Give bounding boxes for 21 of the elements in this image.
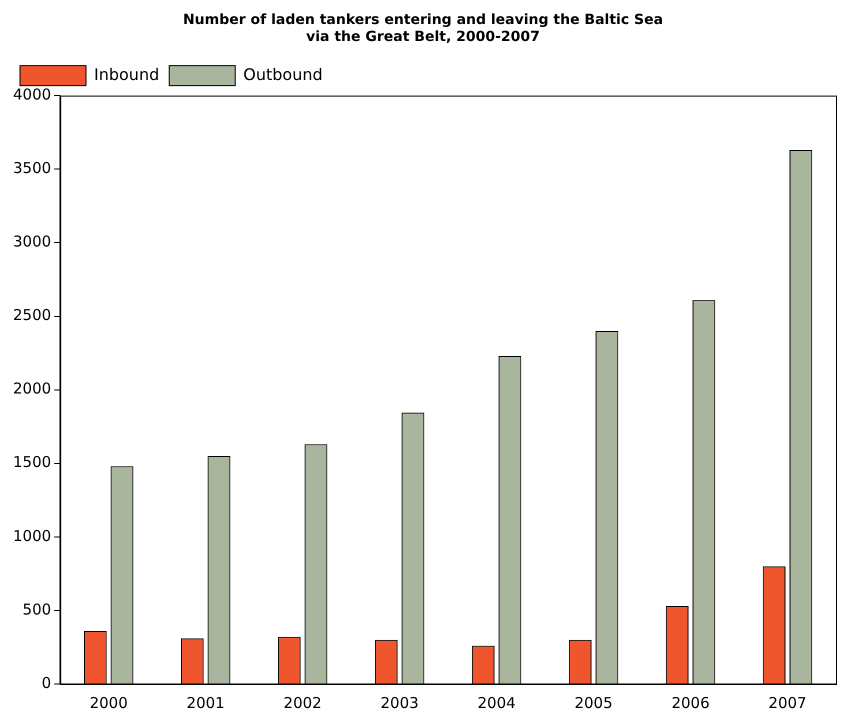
- y-tick-label: 3500: [12, 159, 52, 178]
- y-tick-label: 2500: [12, 306, 52, 324]
- x-tick-label: 2001: [186, 694, 225, 712]
- x-tick-label: 2007: [768, 694, 807, 712]
- y-tick-label: 1000: [12, 526, 52, 545]
- x-tick-label: 2002: [284, 694, 322, 712]
- x-tick-label: 2006: [671, 694, 710, 712]
- legend-label: Outbound: [243, 64, 323, 84]
- y-tick-label: 2000: [12, 380, 52, 398]
- y-tick-label: 3000: [12, 232, 52, 251]
- text: via the Great Belt, 2000-2007: [306, 28, 540, 45]
- y-tick-label: 0: [42, 674, 52, 692]
- text: Number of laden tankers entering and leaving the Baltic Sea: [182, 12, 664, 28]
- x-tick-label: 2004: [477, 694, 516, 712]
- legend-label: Inbound: [94, 64, 160, 84]
- x-tick-label: 2005: [574, 694, 613, 712]
- y-tick-label: 500: [22, 600, 52, 618]
- y-tick-label: 4000: [12, 85, 52, 104]
- x-tick-label: 2000: [90, 694, 128, 712]
- y-tick-label: 1500: [12, 453, 52, 472]
- x-tick-label: 2003: [380, 694, 419, 712]
